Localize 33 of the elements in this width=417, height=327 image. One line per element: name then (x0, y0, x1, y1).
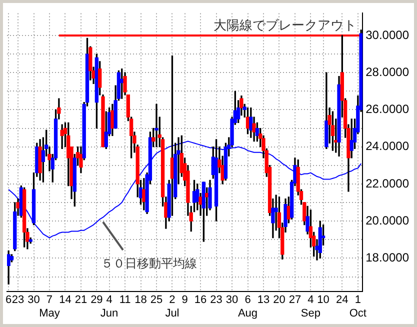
y-tick-label: 22.0000 (366, 176, 410, 190)
x-tick-label: 6 (6, 294, 12, 306)
x-tick-label: 2 Jul (165, 294, 180, 320)
x-tick-label: 30 (28, 294, 40, 306)
x-tick-label: 24 (336, 294, 348, 306)
x-tick-label: 11 (119, 294, 131, 306)
x-tick-label: 6 Aug (238, 294, 258, 320)
x-tick-label: 30 (226, 294, 238, 306)
x-tick-label: 21 (74, 294, 88, 306)
x-tick-label: 25 (150, 294, 163, 306)
y-tick-label: 28.0000 (366, 64, 410, 79)
x-tick-label: 7 May (39, 294, 60, 320)
x-tick-label: 18 (134, 294, 147, 306)
annotation: 大陽線でブレークアウト (214, 18, 357, 33)
y-tick-label: 20.0000 (366, 213, 410, 228)
x-tick-label: 16 (194, 294, 207, 306)
y-tick-label: 26.0000 (366, 102, 410, 116)
x-tick-label: 27 (288, 294, 302, 306)
x-tick-label: 23 (12, 294, 24, 306)
x-tick-label: 23 (210, 294, 222, 306)
y-tick-label: 24.0000 (366, 139, 410, 154)
y-tick-label: 30.0000 (366, 28, 410, 42)
y-tick-label: 18.0000 (366, 250, 410, 265)
x-tick-label: 9 (182, 294, 188, 306)
annotation: ５０日移動平均線 (101, 256, 198, 270)
x-tick-label: 1 Oct (349, 294, 366, 320)
x-tick-label: 14 (59, 294, 72, 306)
x-tick-label: 20 (273, 294, 286, 306)
x-tick-label: 29 (90, 294, 103, 306)
candlestick (60, 124, 64, 150)
x-tick-label: 13 (257, 294, 270, 306)
candlestick (154, 104, 158, 148)
x-tick-label: 10 (317, 294, 330, 306)
